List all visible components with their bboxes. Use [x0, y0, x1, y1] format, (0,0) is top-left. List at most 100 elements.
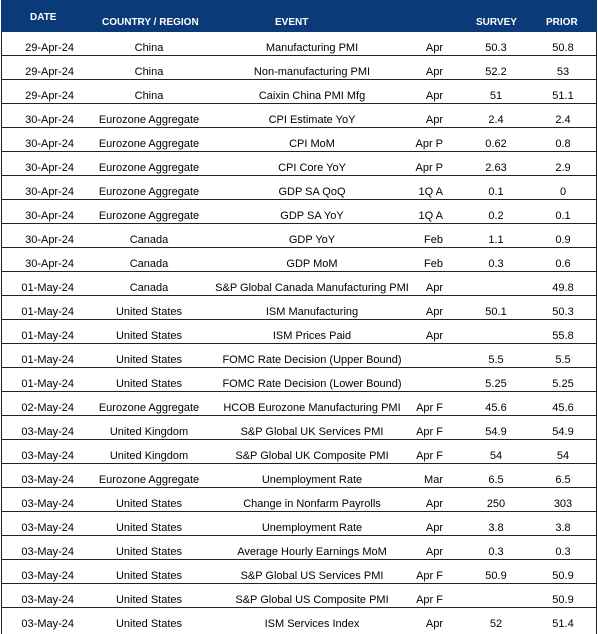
date-cell: 03-May-24	[21, 546, 74, 558]
date-cell: 01-May-24	[21, 378, 74, 390]
date-column-header: DATE	[30, 12, 57, 23]
date-cell: 02-May-24	[21, 402, 74, 414]
event-cell: Change in Nonfarm Payrolls	[243, 498, 381, 510]
table-row: 29-Apr-24 China Caixin China PMI Mfg Apr 51 5…	[2, 80, 596, 104]
survey-cell: 1.1	[488, 234, 504, 246]
survey-cell: 45.6	[485, 402, 507, 414]
date-cell: 03-May-24	[21, 618, 74, 630]
country-cell: United States	[115, 354, 183, 366]
event-cell: S&P Global Canada Manufacturing PMI	[215, 282, 409, 294]
prior-cell: 0.9	[555, 234, 571, 246]
event-cell: ISM Manufacturing	[265, 306, 359, 318]
period-cell: Apr P	[415, 162, 443, 174]
event-cell: Unemployment Rate	[261, 522, 363, 534]
table-row: 30-Apr-24 Eurozone Aggregate CPI Core YoY A…	[2, 152, 596, 176]
table-row: 30-Apr-24 Eurozone Aggregate CPI Estimate …	[2, 104, 596, 128]
event-column-header: EVENT	[275, 17, 309, 28]
prior-cell: 0.8	[555, 138, 571, 150]
table-header: DATE COUNTRY / REGION EVENT SURVEY PRIOR	[1, 0, 597, 32]
country-region-column-header: COUNTRY / REGION	[102, 17, 199, 28]
country-cell: Eurozone Aggregate	[98, 402, 200, 414]
date-cell: 30-Apr-24	[25, 258, 74, 270]
survey-cell: 50.1	[485, 306, 507, 318]
country-cell: Eurozone Aggregate	[98, 138, 200, 150]
event-cell: S&P Global US Services PMI	[240, 570, 384, 582]
event-cell: S&P Global US Composite PMI	[235, 594, 389, 606]
country-cell: United States	[115, 378, 183, 390]
date-cell: 01-May-24	[21, 306, 74, 318]
period-cell: 1Q A	[418, 186, 443, 198]
survey-column-header: SURVEY	[476, 17, 517, 28]
table-row: 03-May-24 Eurozone Aggregate Unemployment …	[2, 464, 596, 488]
country-cell: China	[134, 42, 164, 54]
period-cell: Feb	[424, 258, 443, 270]
event-cell: CPI Core YoY	[278, 162, 346, 174]
country-cell: Eurozone Aggregate	[98, 186, 200, 198]
event-cell: Non-manufacturing PMI	[253, 66, 371, 78]
table-row: 03-May-24 United States Unemployment Rate A…	[2, 512, 596, 536]
table-row: 03-May-24 United States Average Hourly Ear…	[2, 536, 596, 560]
date-cell: 30-Apr-24	[25, 234, 74, 246]
prior-cell: 303	[553, 498, 573, 510]
period-cell: Apr	[425, 546, 443, 558]
period-cell: 1Q A	[418, 210, 443, 222]
period-cell: Apr	[425, 282, 443, 294]
period-cell: Mar	[424, 474, 443, 486]
country-cell: Eurozone Aggregate	[98, 474, 200, 486]
prior-cell: 55.8	[552, 330, 574, 342]
prior-cell: 0.1	[555, 210, 571, 222]
country-cell: Eurozone Aggregate	[98, 114, 200, 126]
table-row: 02-May-24 Eurozone Aggregate HCOB Eurozone…	[2, 392, 596, 416]
survey-cell: 3.8	[488, 522, 504, 534]
date-cell: 03-May-24	[21, 498, 74, 510]
table-row: 03-May-24 United States ISM Services Index…	[2, 608, 596, 634]
period-cell: Feb	[424, 234, 443, 246]
prior-cell: 50.3	[552, 306, 574, 318]
event-cell: HCOB Eurozone Manufacturing PMI	[223, 402, 401, 414]
period-cell: Apr F	[416, 450, 443, 462]
event-cell: GDP SA YoY	[280, 210, 344, 222]
survey-cell: 50.9	[485, 570, 507, 582]
table-row: 01-May-24 United States FOMC Rate Decision…	[2, 368, 596, 392]
country-cell: United States	[115, 522, 183, 534]
table-row: 03-May-24 United States S&P Global US Comp…	[2, 584, 596, 608]
prior-cell: 51.1	[552, 90, 574, 102]
table-row: 01-May-24 United States ISM Manufacturing A…	[2, 296, 596, 320]
date-cell: 30-Apr-24	[25, 138, 74, 150]
table-row: 29-Apr-24 China Manufacturing PMI Apr 50.3 50…	[2, 32, 596, 56]
event-cell: CPI MoM	[289, 138, 335, 150]
date-cell: 03-May-24	[21, 450, 74, 462]
country-cell: China	[134, 66, 164, 78]
prior-cell: 5.25	[552, 378, 574, 390]
survey-cell: 52	[489, 618, 503, 630]
table-row: 03-May-24 United States S&P Global US Serv…	[2, 560, 596, 584]
period-cell: Apr	[425, 522, 443, 534]
date-cell: 03-May-24	[21, 594, 74, 606]
event-cell: CPI Estimate YoY	[268, 114, 356, 126]
prior-cell: 54	[556, 450, 570, 462]
country-cell: China	[134, 90, 164, 102]
event-cell: ISM Prices Paid	[272, 330, 352, 342]
event-cell: GDP MoM	[286, 258, 338, 270]
survey-cell: 0.2	[488, 210, 504, 222]
prior-cell: 0	[559, 186, 567, 198]
date-cell: 30-Apr-24	[25, 114, 74, 126]
prior-cell: 6.5	[555, 474, 571, 486]
period-cell: Apr F	[416, 594, 443, 606]
table-row: 30-Apr-24 Eurozone Aggregate CPI MoM Apr P 0…	[2, 128, 596, 152]
prior-cell: 50.8	[552, 42, 574, 54]
date-cell: 01-May-24	[21, 354, 74, 366]
event-cell: S&P Global UK Services PMI	[240, 426, 384, 438]
prior-cell: 2.4	[555, 114, 571, 126]
prior-cell: 54.9	[552, 426, 574, 438]
table-row: 30-Apr-24 Canada GDP YoY Feb 1.1 0.9	[2, 224, 596, 248]
event-cell: ISM Services Index	[264, 618, 360, 630]
event-cell: GDP SA QoQ	[278, 186, 346, 198]
table-row: 01-May-24 United States ISM Prices Paid Apr…	[2, 320, 596, 344]
period-cell: Apr	[425, 306, 443, 318]
date-cell: 29-Apr-24	[25, 66, 74, 78]
table-row: 29-Apr-24 China Non-manufacturing PMI Apr 52…	[2, 56, 596, 80]
country-cell: Eurozone Aggregate	[98, 210, 200, 222]
event-cell: FOMC Rate Decision (Lower Bound)	[222, 378, 402, 390]
